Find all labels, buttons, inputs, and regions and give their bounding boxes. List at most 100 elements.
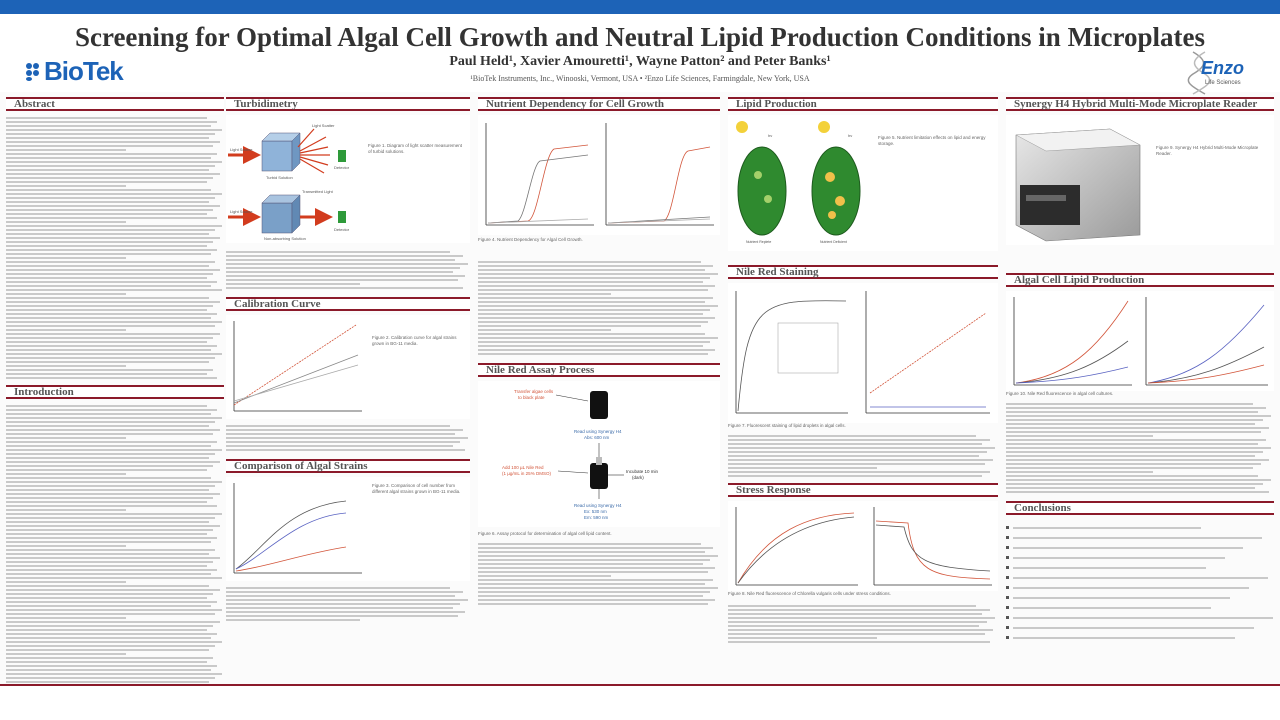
conclusion-item [1006, 615, 1274, 619]
text-line [1006, 439, 1266, 441]
clear-cuvette [261, 194, 301, 234]
text-line [6, 613, 216, 615]
text-line [6, 537, 218, 539]
text-line [226, 615, 458, 617]
text-line [478, 317, 716, 319]
text-line [226, 267, 461, 269]
text-line [6, 677, 216, 679]
text-line [226, 445, 453, 447]
text-line [6, 609, 222, 611]
text-line [226, 607, 453, 609]
lipid-production-heading: Lipid Production [728, 97, 998, 111]
text-line [728, 617, 996, 619]
stress-caption: Figure 8. Nile Red fluorescence of Chlor… [728, 591, 891, 596]
text-line [6, 317, 211, 319]
biotek-logo: BioTek [26, 56, 124, 87]
text-line [6, 569, 218, 571]
text-line [478, 559, 711, 561]
text-line [6, 449, 222, 451]
nile-staining-figure [728, 283, 998, 423]
text-line [6, 373, 207, 375]
column-3: Nutrient Dependency for Cell Growth Figu… [478, 97, 720, 682]
text-line [6, 157, 211, 159]
lipid-cells-diagram: hv hv Nutrient Replete Nutrient Deficien… [736, 121, 861, 244]
text-line [6, 437, 126, 439]
column-2: Turbidimetry Light Source Turbid Solutio… [226, 97, 470, 682]
biotek-dots-icon [26, 63, 42, 81]
text-line [728, 633, 985, 635]
text-line [478, 313, 704, 315]
text-line [6, 225, 222, 227]
text-line [6, 525, 220, 527]
text-line [728, 641, 990, 643]
text-line [6, 633, 218, 635]
poster-affiliation: ¹BioTek Instruments, Inc., Winooski, Ver… [470, 74, 810, 83]
text-line [6, 433, 214, 435]
text-line [6, 209, 214, 211]
text-line [6, 425, 209, 427]
text-line [6, 121, 218, 123]
text-line [6, 333, 220, 335]
calibration-heading: Calibration Curve [226, 297, 470, 311]
text-line [478, 277, 711, 279]
top-light-source-label: Light Source [230, 147, 253, 152]
text-line [6, 357, 216, 359]
text-line [1006, 491, 1269, 493]
conclusion-item [1006, 555, 1274, 559]
introduction-heading: Introduction [6, 385, 224, 399]
conclusion-item [1006, 535, 1274, 539]
comparison-caption: Figure 3. Comparison of cell number from… [372, 483, 461, 494]
text-line [6, 417, 222, 419]
text-line [6, 161, 222, 163]
text-line [728, 605, 977, 607]
text-line [478, 269, 706, 271]
conclusions-list [1006, 519, 1274, 669]
text-line [6, 561, 214, 563]
text-line [478, 289, 708, 291]
algal-cell-1 [737, 146, 787, 236]
nile-assay-caption: Figure 6. Assay protocol for determinati… [478, 531, 612, 536]
text-line [6, 649, 209, 651]
text-line [1006, 471, 1154, 473]
text-line [728, 447, 996, 449]
cell2-label: Nutrient Deficient [820, 240, 847, 244]
text-line [728, 625, 980, 627]
text-line [6, 501, 207, 503]
text-line [728, 463, 985, 465]
text-line [478, 353, 708, 355]
text-line [1006, 447, 1272, 449]
text-line [6, 541, 211, 543]
text-line [226, 259, 456, 261]
text-line [478, 309, 711, 311]
text-line [728, 459, 993, 461]
sun-icon-2 [818, 121, 830, 133]
text-line [6, 617, 126, 619]
text-line [728, 637, 877, 639]
text-line [6, 669, 211, 671]
text-line [6, 349, 211, 351]
text-line [6, 289, 222, 291]
text-line [478, 329, 612, 331]
text-line [6, 657, 214, 659]
stress-figure [728, 501, 998, 591]
text-line [6, 653, 126, 655]
turbidimetry-diagram: Light Source Turbid Solution Light Scatt… [228, 123, 350, 241]
bottom-detector-label: Detector [334, 227, 350, 232]
text-line [478, 305, 718, 307]
top-detector-label: Detector [334, 165, 350, 170]
light-scatter-label: Light Scatter [312, 123, 335, 128]
conclusion-item [1006, 625, 1274, 629]
text-line [6, 629, 207, 631]
text-line [478, 603, 708, 605]
text-line [6, 265, 209, 267]
text-line [478, 599, 716, 601]
text-line [478, 567, 716, 569]
text-line [478, 341, 711, 343]
algal-cell-2 [811, 146, 861, 236]
text-line [6, 245, 207, 247]
text-line [1006, 427, 1269, 429]
text-line [728, 475, 982, 477]
turbid-cuvette [261, 132, 301, 172]
text-line [6, 141, 220, 143]
text-line [478, 575, 612, 577]
